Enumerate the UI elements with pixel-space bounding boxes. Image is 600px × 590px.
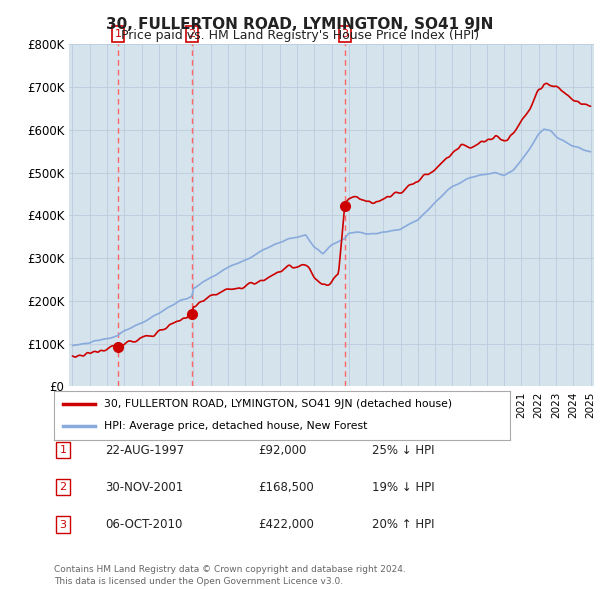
Bar: [118, 44, 192, 386]
Text: 2: 2: [59, 483, 67, 492]
Text: 20% ↑ HPI: 20% ↑ HPI: [372, 518, 434, 531]
Text: 1: 1: [115, 29, 122, 39]
Text: Price paid vs. HM Land Registry's House Price Index (HPI): Price paid vs. HM Land Registry's House …: [121, 30, 479, 42]
Text: 06-OCT-2010: 06-OCT-2010: [105, 518, 182, 531]
Bar: [345, 44, 594, 386]
Text: £422,000: £422,000: [258, 518, 314, 531]
Bar: [69, 44, 118, 386]
Text: HPI: Average price, detached house, New Forest: HPI: Average price, detached house, New …: [104, 421, 368, 431]
Text: 30-NOV-2001: 30-NOV-2001: [105, 481, 183, 494]
Text: 30, FULLERTON ROAD, LYMINGTON, SO41 9JN: 30, FULLERTON ROAD, LYMINGTON, SO41 9JN: [106, 17, 494, 31]
Text: 1: 1: [59, 445, 67, 455]
Text: 3: 3: [341, 29, 348, 39]
Text: Contains HM Land Registry data © Crown copyright and database right 2024.: Contains HM Land Registry data © Crown c…: [54, 565, 406, 573]
Text: 3: 3: [59, 520, 67, 529]
Text: 25% ↓ HPI: 25% ↓ HPI: [372, 444, 434, 457]
Text: 22-AUG-1997: 22-AUG-1997: [105, 444, 184, 457]
Text: £92,000: £92,000: [258, 444, 307, 457]
Text: 19% ↓ HPI: 19% ↓ HPI: [372, 481, 434, 494]
Text: 30, FULLERTON ROAD, LYMINGTON, SO41 9JN (detached house): 30, FULLERTON ROAD, LYMINGTON, SO41 9JN …: [104, 399, 452, 409]
Text: £168,500: £168,500: [258, 481, 314, 494]
Text: 2: 2: [188, 29, 196, 39]
Bar: [192, 44, 345, 386]
Text: This data is licensed under the Open Government Licence v3.0.: This data is licensed under the Open Gov…: [54, 577, 343, 586]
